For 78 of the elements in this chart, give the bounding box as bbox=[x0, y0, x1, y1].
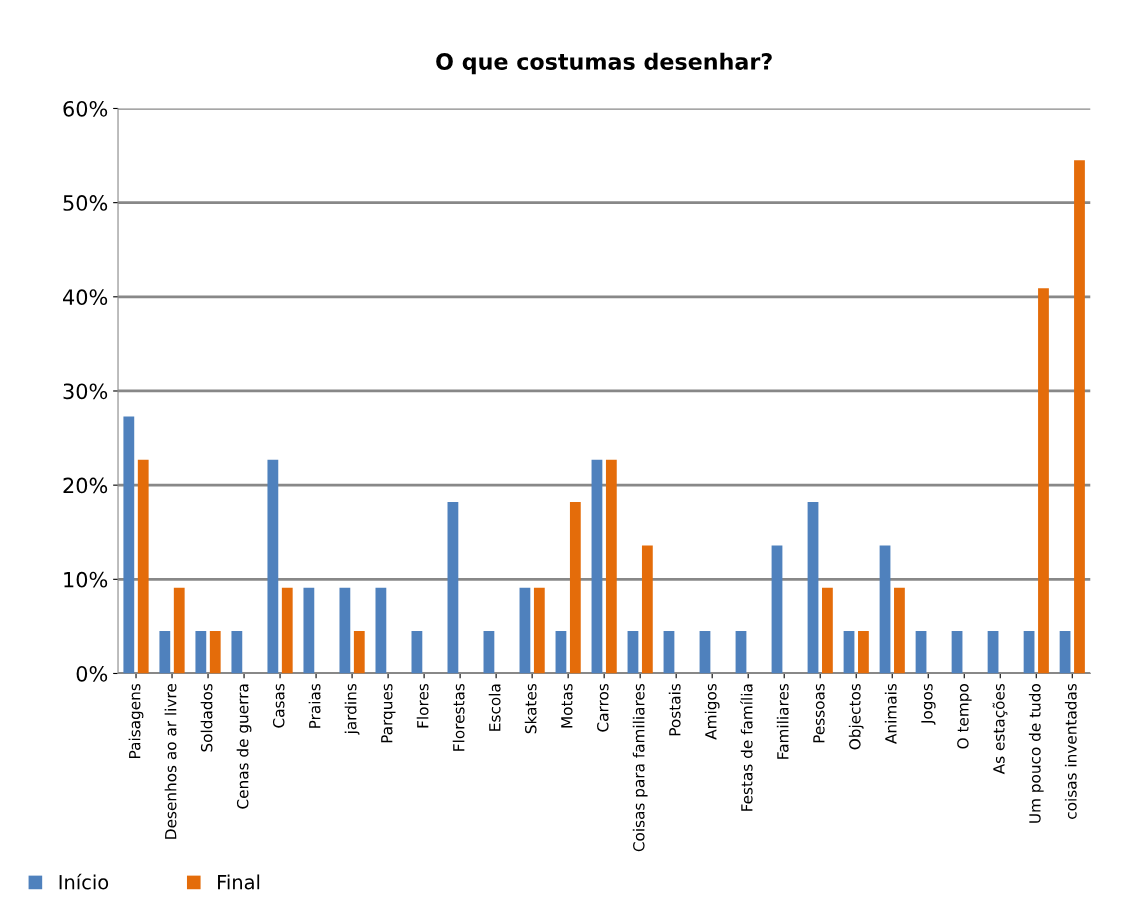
bar bbox=[951, 631, 963, 674]
x-tick-label: Casas bbox=[272, 683, 285, 728]
bar bbox=[915, 631, 927, 674]
bar bbox=[627, 631, 639, 674]
y-tick-label: 60% bbox=[63, 100, 108, 117]
bar bbox=[591, 459, 603, 674]
y-tick-label: 50% bbox=[63, 195, 108, 211]
x-tick-label: Festas de família bbox=[740, 684, 753, 811]
bar bbox=[483, 631, 495, 674]
x-tick-label: Flores bbox=[416, 683, 429, 728]
bar bbox=[303, 587, 315, 674]
bar bbox=[353, 631, 365, 674]
bar bbox=[605, 459, 617, 674]
bar bbox=[987, 631, 999, 674]
bar bbox=[858, 631, 869, 674]
bar bbox=[137, 459, 149, 674]
bar bbox=[641, 545, 653, 674]
bar bbox=[843, 631, 855, 674]
bar bbox=[411, 631, 423, 674]
x-tick-label: Desenhos ao ar livre bbox=[164, 684, 177, 839]
x-tick-label: Soldados bbox=[200, 683, 213, 752]
bar bbox=[123, 416, 135, 674]
x-tick-label: Jogos bbox=[921, 683, 936, 725]
x-tick-label: Postais bbox=[668, 683, 681, 736]
bar bbox=[173, 587, 185, 674]
y-tick-label: 40% bbox=[63, 289, 108, 306]
x-tick-label: Praias bbox=[308, 683, 321, 728]
y-tick-label: 30% bbox=[63, 383, 108, 400]
bar bbox=[447, 502, 459, 674]
x-tick-label: Amigos bbox=[704, 683, 720, 740]
x-tick-label: Escola bbox=[488, 684, 501, 731]
y-tick-label: 10% bbox=[64, 571, 108, 588]
bar bbox=[663, 631, 675, 674]
x-tick-label: Familiares bbox=[776, 683, 789, 759]
x-tick-label: Um pouco de tudo bbox=[1028, 684, 1044, 823]
chart-title: O que costumas desenhar? bbox=[436, 52, 772, 75]
bar bbox=[771, 545, 783, 674]
bar bbox=[879, 545, 891, 674]
x-tick-label: Cenas de guerra bbox=[236, 684, 252, 809]
y-tick-label: 20% bbox=[63, 477, 108, 494]
x-tick-label: Paisagens bbox=[128, 683, 144, 758]
bar bbox=[894, 587, 905, 674]
y-tick-label: 0% bbox=[76, 665, 108, 682]
bar bbox=[1059, 631, 1071, 674]
x-tick-label: Carros bbox=[597, 683, 609, 732]
bar bbox=[195, 631, 207, 674]
bar bbox=[375, 587, 387, 674]
x-tick-label: Parques bbox=[381, 683, 396, 743]
bar bbox=[735, 631, 747, 674]
legend-label: Final bbox=[218, 874, 260, 890]
x-tick-label: O tempo bbox=[957, 684, 972, 749]
x-tick-label: coisas inventadas bbox=[1064, 683, 1077, 819]
bar bbox=[807, 502, 819, 674]
bar bbox=[281, 587, 293, 674]
x-tick-label: Motas bbox=[561, 683, 573, 728]
bar bbox=[339, 587, 351, 674]
x-tick-label: As estações bbox=[992, 683, 1008, 775]
x-tick-label: Pessoas bbox=[813, 683, 825, 743]
x-tick-label: Objectos bbox=[848, 683, 864, 750]
bar bbox=[555, 631, 567, 674]
bar bbox=[822, 587, 833, 674]
bar bbox=[231, 631, 243, 674]
bar bbox=[1038, 288, 1049, 674]
bar bbox=[159, 631, 171, 674]
x-tick-label: Coisas para familiares bbox=[632, 683, 648, 852]
bar bbox=[267, 459, 279, 674]
bar bbox=[1023, 631, 1035, 674]
bar bbox=[533, 587, 545, 674]
x-tick-label: Skates bbox=[524, 683, 537, 734]
x-tick-label: Animais bbox=[884, 683, 897, 744]
bar bbox=[699, 631, 711, 674]
bar bbox=[519, 587, 531, 674]
bar bbox=[1074, 160, 1085, 674]
bar bbox=[209, 631, 221, 674]
legend-label: Início bbox=[59, 873, 109, 890]
x-tick-label: Florestas bbox=[452, 683, 465, 751]
x-tick-label: jardins bbox=[344, 683, 360, 735]
bar bbox=[569, 502, 581, 674]
